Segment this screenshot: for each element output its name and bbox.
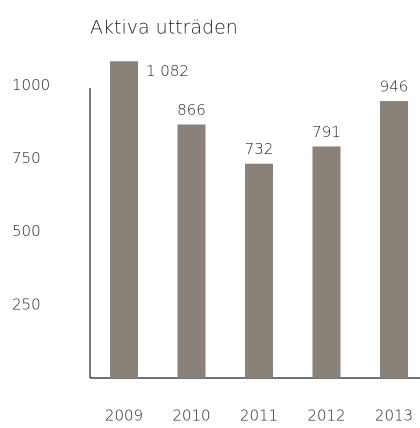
- y-tick-label: 500: [12, 222, 41, 240]
- value-label: 866: [177, 101, 206, 119]
- bar: [177, 124, 206, 378]
- bar: [110, 61, 138, 378]
- x-tick-label: 2011: [240, 407, 278, 425]
- bar: [245, 163, 273, 378]
- value-label: 732: [245, 140, 274, 158]
- bar: [312, 146, 341, 378]
- y-tick-label: 1000: [12, 76, 50, 94]
- x-tick-label: 2009: [105, 407, 143, 425]
- x-tick-label: 2012: [307, 407, 345, 425]
- x-tick-label: 2010: [172, 407, 210, 425]
- y-tick-label: 750: [12, 149, 41, 167]
- chart-title: Aktiva utträden: [90, 17, 238, 39]
- value-label: 791: [312, 123, 341, 141]
- value-label: 1 082: [146, 62, 189, 80]
- y-tick-label: 250: [12, 295, 41, 313]
- value-label: 946: [380, 78, 409, 96]
- x-tick-label: 2013: [375, 407, 413, 425]
- bar: [380, 101, 408, 378]
